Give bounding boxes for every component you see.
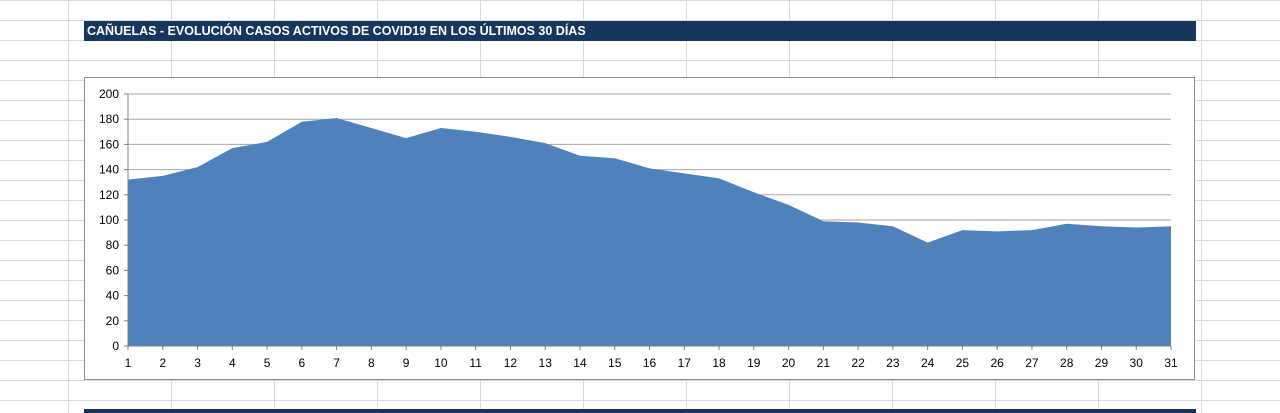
area-series-fill xyxy=(128,117,1171,346)
x-tick-label: 27 xyxy=(1025,356,1039,370)
y-axis-tick-labels: 0 20 40 60 80 100 120 140 160 180 200 xyxy=(99,87,119,353)
x-tick-label: 19 xyxy=(747,356,761,370)
x-tick-label: 22 xyxy=(851,356,865,370)
x-tick-label: 12 xyxy=(504,356,518,370)
chart-title: CAÑUELAS - EVOLUCIÓN CASOS ACTIVOS DE CO… xyxy=(87,24,586,38)
x-tick-label: 30 xyxy=(1130,356,1144,370)
x-tick-label: 31 xyxy=(1164,356,1178,370)
series-area xyxy=(128,117,1171,346)
x-tick-label: 2 xyxy=(159,356,166,370)
x-tick-label: 15 xyxy=(608,356,622,370)
x-tick-label: 23 xyxy=(886,356,900,370)
x-tick-label: 5 xyxy=(264,356,271,370)
x-tick-label: 7 xyxy=(333,356,340,370)
x-tick-label: 16 xyxy=(643,356,657,370)
y-tick-label: 40 xyxy=(106,289,120,303)
y-tick-label: 160 xyxy=(99,137,119,151)
x-tick-label: 24 xyxy=(921,356,935,370)
x-tick-label: 8 xyxy=(368,356,375,370)
y-tick-label: 120 xyxy=(99,188,119,202)
y-tick-label: 100 xyxy=(99,213,119,227)
x-axis-tick-labels: 1 2 3 4 5 6 7 8 9 10 11 12 13 14 15 16 17 18 19 20 21 22 23 24 2… xyxy=(125,356,1178,370)
x-tick-label: 3 xyxy=(194,356,201,370)
x-tick-label: 1 xyxy=(125,356,132,370)
axes xyxy=(124,93,1172,350)
chart-title-bar: CAÑUELAS - EVOLUCIÓN CASOS ACTIVOS DE CO… xyxy=(84,21,1196,41)
x-tick-label: 13 xyxy=(539,356,553,370)
x-tick-label: 11 xyxy=(469,356,482,370)
x-tick-label: 29 xyxy=(1095,356,1109,370)
y-tick-label: 20 xyxy=(106,314,120,328)
chart-area: 0 20 40 60 80 100 120 140 160 180 200 1 2 3 4 5 6 7 8 9 10 1… xyxy=(84,77,1195,380)
x-tick-label: 6 xyxy=(298,356,305,370)
x-tick-label: 28 xyxy=(1060,356,1074,370)
x-tick-label: 26 xyxy=(990,356,1004,370)
x-tick-label: 14 xyxy=(573,356,587,370)
y-tick-label: 0 xyxy=(112,339,119,353)
x-tick-label: 18 xyxy=(712,356,726,370)
bottom-header-bar xyxy=(84,409,1196,413)
y-tick-label: 60 xyxy=(106,263,120,277)
x-tick-label: 9 xyxy=(403,356,410,370)
y-tick-label: 200 xyxy=(99,87,119,101)
x-tick-label: 20 xyxy=(782,356,796,370)
x-tick-label: 21 xyxy=(817,356,831,370)
y-tick-label: 180 xyxy=(99,112,119,126)
x-tick-label: 10 xyxy=(434,356,448,370)
y-tick-label: 80 xyxy=(106,238,120,252)
x-tick-label: 4 xyxy=(229,356,236,370)
x-tick-label: 25 xyxy=(956,356,970,370)
x-tick-label: 17 xyxy=(678,356,692,370)
y-tick-label: 140 xyxy=(99,163,119,177)
